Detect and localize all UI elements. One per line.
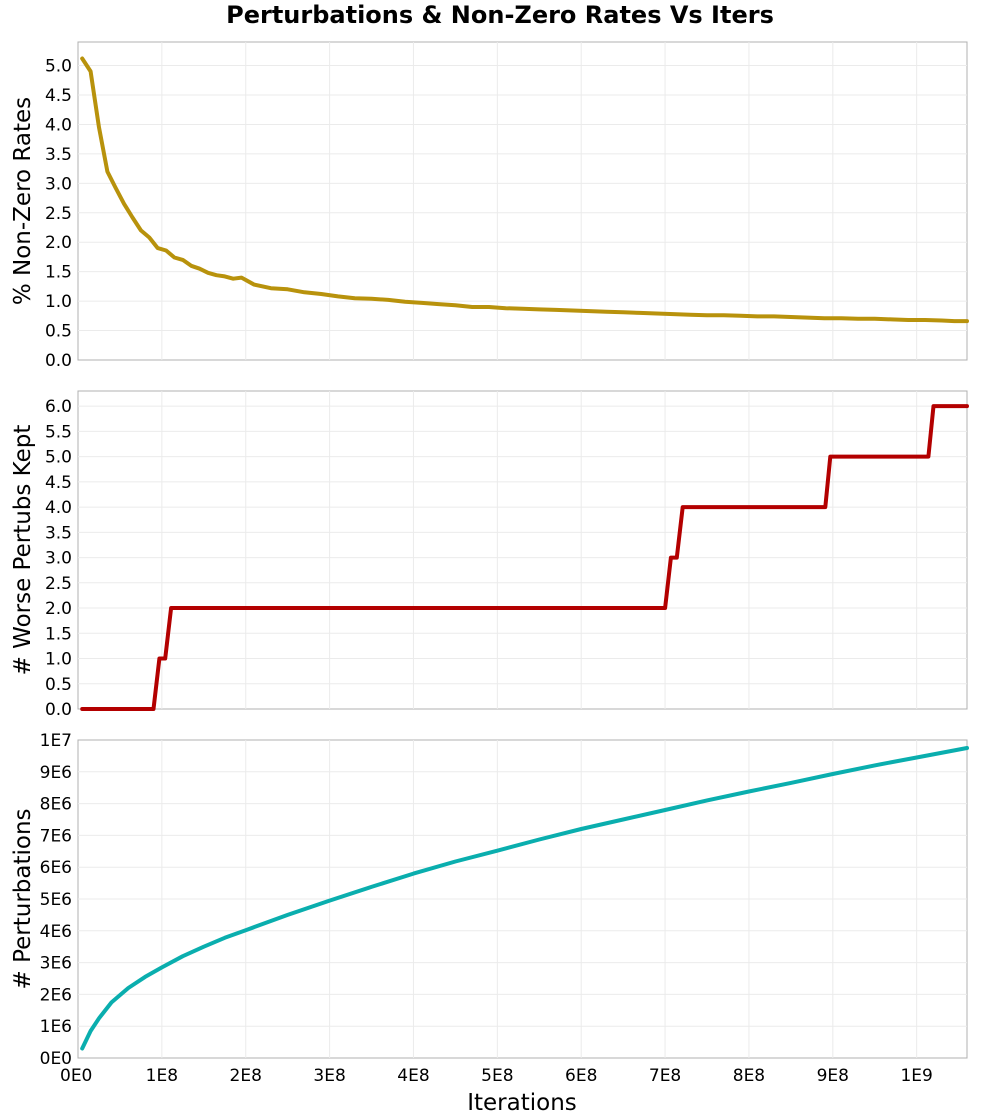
x-axis-label: Iterations: [467, 1090, 577, 1116]
y-tick-label: 5.5: [45, 422, 72, 442]
y-tick-label: 1.0: [45, 292, 72, 312]
y-tick-label: 1.0: [45, 650, 72, 670]
series-line-2: [80, 404, 969, 711]
panels: 0.0 0.5 1.0 1.5 2.0 2.5 3.0 3.5 4.0 4.5 5.0 % Non-Z…: [10, 41, 969, 1086]
chart-title: Perturbations & Non-Zero Rates Vs Iters: [226, 1, 774, 29]
y-tick-label: 4.5: [45, 473, 72, 493]
series-line-3: [80, 746, 969, 1051]
y-axis-label: # Worse Pertubs Kept: [10, 425, 36, 676]
y-tick-label: 4.5: [45, 86, 72, 106]
y-tick-label: 2E6: [40, 985, 72, 1005]
y-tick-label: 4E6: [40, 922, 72, 942]
y-tick-label: 5.0: [45, 448, 72, 468]
y-tick-label: 4.0: [45, 498, 72, 518]
plot-frame: [77, 41, 968, 361]
x-tick-label: 6E8: [565, 1066, 597, 1086]
y-tick-label: 5.0: [45, 57, 72, 77]
x-tick-label: 8E8: [733, 1066, 765, 1086]
x-tick-label: 5E8: [481, 1066, 513, 1086]
x-tick-label: 3E8: [313, 1066, 345, 1086]
x-tick-label: 0E0: [60, 1066, 92, 1086]
y-tick-label: 4.0: [45, 115, 72, 135]
y-tick-label: 2.0: [45, 233, 72, 253]
y-tick-label: 6.0: [45, 397, 72, 417]
panel-2: 0.0 0.5 1.0 1.5 2.0 2.5 3.0 3.5 4.0 4.5 5.0 5.5 6.0 #…: [10, 390, 969, 720]
x-tick-label: 1E9: [900, 1066, 932, 1086]
y-tick-label: 5E6: [40, 890, 72, 910]
y-tick-label: 8E6: [40, 795, 72, 815]
y-tick-label: 0.0: [45, 351, 72, 371]
y-axis-label: % Non-Zero Rates: [10, 97, 36, 305]
panel-3: 0E0 1E6 2E6 3E6 4E6 5E6 6E6 7E6 8E6 9E6 1E7 # Pertu…: [10, 731, 969, 1069]
y-tick-label: 7E6: [40, 826, 72, 846]
y-tick-label: 2.5: [45, 204, 72, 224]
y-tick-label: 3.0: [45, 174, 72, 194]
plot-frame: [77, 390, 968, 710]
y-tick-label: 0.5: [45, 322, 72, 342]
y-tick-label: 1E7: [40, 731, 72, 751]
y-tick-label: 1.5: [45, 624, 72, 644]
x-tick-label: 4E8: [397, 1066, 429, 1086]
panel-1: 0.0 0.5 1.0 1.5 2.0 2.5 3.0 3.5 4.0 4.5 5.0 % Non-Z…: [10, 41, 969, 371]
y-tick-label: 1.5: [45, 263, 72, 283]
y-axis-label: # Perturbations: [10, 808, 36, 989]
y-tick-label: 3.0: [45, 549, 72, 569]
x-tick-label: 7E8: [649, 1066, 681, 1086]
y-tick-label: 3E6: [40, 954, 72, 974]
y-tick-label: 3.5: [45, 145, 72, 165]
y-tick-label: 1E6: [40, 1017, 72, 1037]
series-line-1: [80, 56, 969, 324]
x-tick-label: 1E8: [146, 1066, 178, 1086]
y-tick-label: 2.0: [45, 599, 72, 619]
y-tick-label: 0E0: [40, 1049, 72, 1069]
x-tick-label: 2E8: [230, 1066, 262, 1086]
y-tick-label: 3.5: [45, 523, 72, 543]
y-tick-label: 0.5: [45, 675, 72, 695]
y-tick-label: 9E6: [40, 763, 72, 783]
y-tick-label: 0.0: [45, 700, 72, 720]
y-tick-label: 6E6: [40, 858, 72, 878]
x-tick-label: 9E8: [817, 1066, 849, 1086]
y-tick-label: 2.5: [45, 574, 72, 594]
